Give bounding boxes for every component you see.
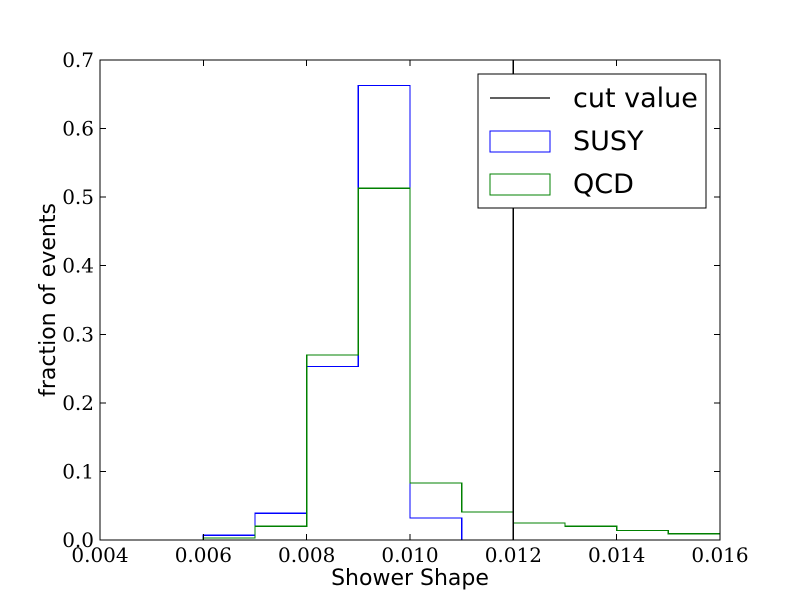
legend-patch-qcd xyxy=(489,173,551,196)
x-tick-label: 0.014 xyxy=(588,543,645,567)
legend-label: SUSY xyxy=(573,126,644,157)
legend-box xyxy=(477,73,707,209)
y-tick-label: 0.6 xyxy=(62,117,94,141)
y-axis-label: fraction of events xyxy=(36,203,61,397)
x-tick-label: 0.016 xyxy=(691,543,748,567)
legend-label: cut value xyxy=(573,83,698,114)
y-tick-label: 0.1 xyxy=(62,459,94,483)
y-tick-label: 0.4 xyxy=(62,254,94,278)
series-qcd-histogram xyxy=(100,187,721,541)
legend-label: QCD xyxy=(573,169,634,200)
x-tick-label: 0.010 xyxy=(381,543,438,567)
y-tick-label: 0.2 xyxy=(62,391,94,415)
y-tick-label: 0.7 xyxy=(62,48,94,72)
x-tick-label: 0.012 xyxy=(485,543,542,567)
x-axis-label: Shower Shape xyxy=(331,566,489,591)
y-tick-label: 0.0 xyxy=(62,528,94,552)
y-tick-label: 0.3 xyxy=(62,322,94,346)
legend-patch-susy xyxy=(489,130,551,153)
x-tick-label: 0.008 xyxy=(278,543,335,567)
x-tick-label: 0.006 xyxy=(175,543,232,567)
y-tick-label: 0.5 xyxy=(62,185,94,209)
x-tick-label: 0.004 xyxy=(71,543,128,567)
